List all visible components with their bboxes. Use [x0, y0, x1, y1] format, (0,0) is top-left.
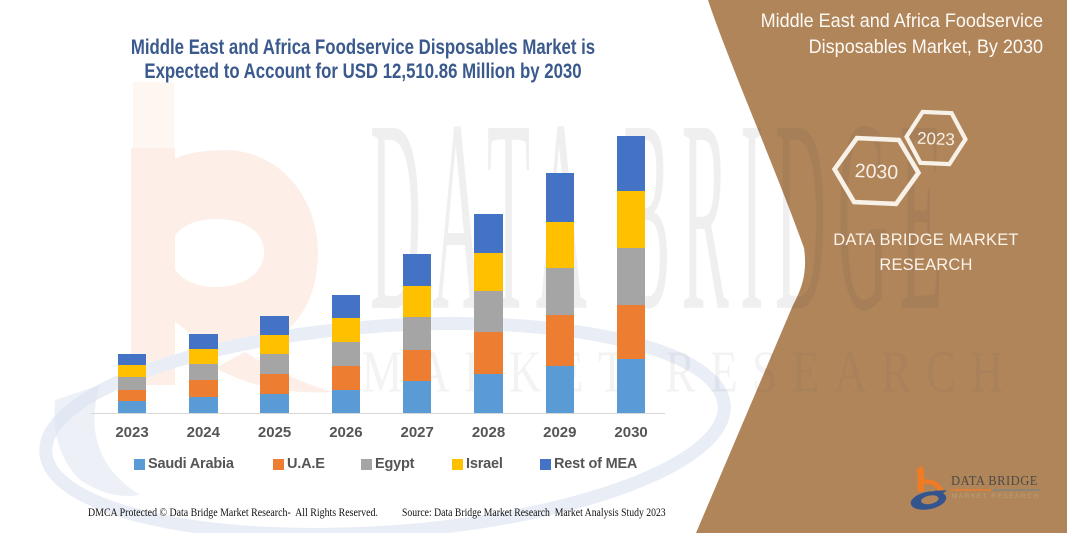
svg-text:2023: 2023 [917, 129, 956, 150]
svg-text:2030: 2030 [854, 160, 898, 184]
